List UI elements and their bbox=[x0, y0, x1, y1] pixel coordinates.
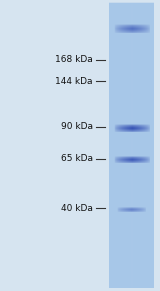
Text: 65 kDa: 65 kDa bbox=[61, 154, 93, 163]
FancyBboxPatch shape bbox=[109, 3, 154, 288]
Text: 168 kDa: 168 kDa bbox=[55, 55, 93, 64]
Text: 40 kDa: 40 kDa bbox=[61, 204, 93, 212]
Text: 144 kDa: 144 kDa bbox=[55, 77, 93, 86]
Text: 90 kDa: 90 kDa bbox=[61, 122, 93, 131]
